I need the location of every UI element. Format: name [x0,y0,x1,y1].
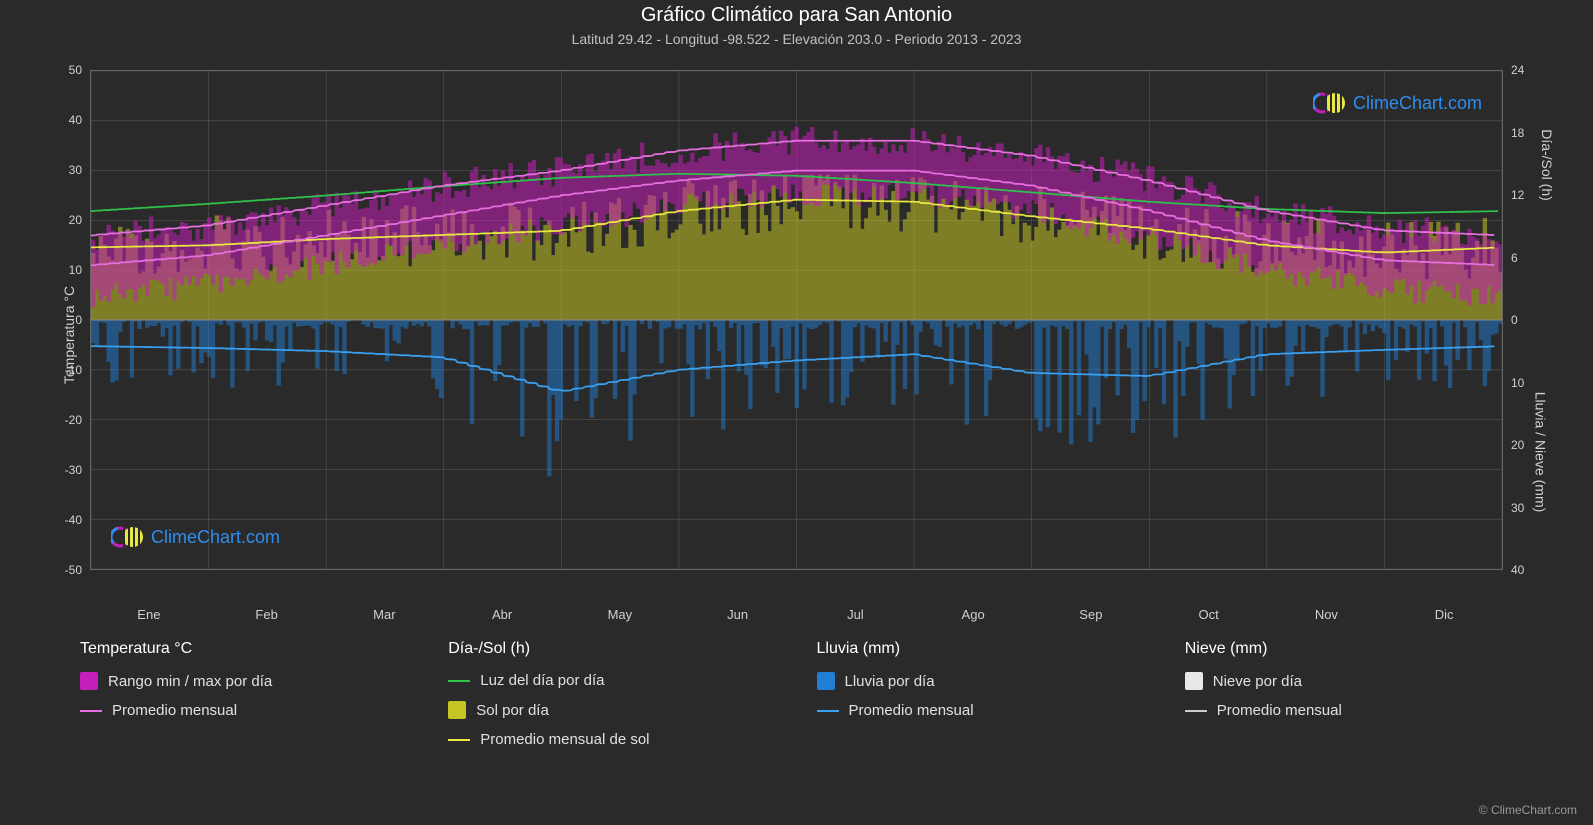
ytick-left: 10 [56,263,82,277]
ytick-right: 24 [1511,63,1537,77]
legend-line-icon [448,739,470,741]
xtick-month: Jun [727,607,748,622]
ytick-left: 30 [56,163,82,177]
legend-label: Luz del día por día [480,672,604,689]
legend-line-icon [817,710,839,712]
xtick-month: Oct [1199,607,1219,622]
legend-item: Sol por día [448,701,776,719]
legend-swatch-icon [448,701,466,719]
ytick-right: 12 [1511,188,1537,202]
watermark-logo-icon [1313,91,1347,115]
ytick-left: -40 [56,513,82,527]
ytick-left: 50 [56,63,82,77]
chart-subtitle: Latitud 29.42 - Longitud -98.522 - Eleva… [0,31,1593,47]
legend-line-icon [80,710,102,712]
xtick-month: Nov [1315,607,1338,622]
copyright: © ClimeChart.com [1479,803,1577,817]
legend-line-icon [1185,710,1207,712]
legend-header: Nieve (mm) [1185,640,1513,658]
ytick-right: 0 [1511,313,1537,327]
legend-label: Promedio mensual [112,702,237,719]
xtick-month: Dic [1435,607,1454,622]
legend-swatch-icon [1185,672,1203,690]
ytick-left: -30 [56,463,82,477]
legend-group: Día-/Sol (h) Luz del día por día Sol por d… [448,640,776,748]
xtick-month: Abr [492,607,512,622]
legend-item: Luz del día por día [448,672,776,689]
ytick-right: 6 [1511,251,1537,265]
ytick-left: -20 [56,413,82,427]
legend-label: Nieve por día [1213,673,1302,690]
legend-item: Promedio mensual [1185,702,1513,719]
xtick-month: May [608,607,633,622]
legend-item: Promedio mensual de sol [448,731,776,748]
xtick-month: Ene [137,607,160,622]
ytick-left: 40 [56,113,82,127]
xtick-month: Ago [962,607,985,622]
ytick-right: 40 [1511,563,1537,577]
legend-item: Rango min / max por día [80,672,408,690]
ytick-right: 10 [1511,376,1537,390]
legend-item: Lluvia por día [817,672,1145,690]
xtick-month: Feb [255,607,277,622]
legend-group: Nieve (mm) Nieve por día Promedio mensual [1185,640,1513,748]
watermark-bottom: ClimeChart.com [111,525,280,549]
watermark-top: ClimeChart.com [1313,91,1482,115]
xtick-month: Sep [1079,607,1102,622]
legend-label: Promedio mensual [1217,702,1342,719]
legend-label: Promedio mensual de sol [480,731,649,748]
legend-label: Sol por día [476,702,549,719]
legend-swatch-icon [817,672,835,690]
legend-header: Día-/Sol (h) [448,640,776,658]
legend-line-icon [448,680,470,682]
y-axis-label-right-sun: Día-/Sol (h) [1539,130,1555,202]
legend: Temperatura °C Rango min / max por día Pro… [80,640,1513,748]
legend-label: Lluvia por día [845,673,935,690]
chart-container: Temperatura °C Día-/Sol (h) Lluvia / Nie… [60,70,1533,600]
legend-header: Temperatura °C [80,640,408,658]
watermark-text: ClimeChart.com [1353,93,1482,114]
legend-swatch-icon [80,672,98,690]
xtick-month: Jul [847,607,864,622]
legend-header: Lluvia (mm) [817,640,1145,658]
ytick-left: 0 [56,313,82,327]
legend-group: Lluvia (mm) Lluvia por día Promedio mensua… [817,640,1145,748]
ytick-left: -50 [56,563,82,577]
ytick-right: 20 [1511,438,1537,452]
xtick-month: Mar [373,607,395,622]
ytick-right: 18 [1511,126,1537,140]
legend-group: Temperatura °C Rango min / max por día Pro… [80,640,408,748]
ytick-left: 20 [56,213,82,227]
ytick-right: 30 [1511,501,1537,515]
ytick-left: -10 [56,363,82,377]
legend-item: Promedio mensual [80,702,408,719]
chart-title: Gráfico Climático para San Antonio [0,0,1593,27]
plot-area: ClimeChart.com ClimeChart.com [90,70,1503,570]
legend-label: Rango min / max por día [108,673,272,690]
legend-label: Promedio mensual [849,702,974,719]
legend-item: Nieve por día [1185,672,1513,690]
legend-item: Promedio mensual [817,702,1145,719]
plot-svg [91,71,1502,569]
watermark-text: ClimeChart.com [151,527,280,548]
watermark-logo-icon [111,525,145,549]
